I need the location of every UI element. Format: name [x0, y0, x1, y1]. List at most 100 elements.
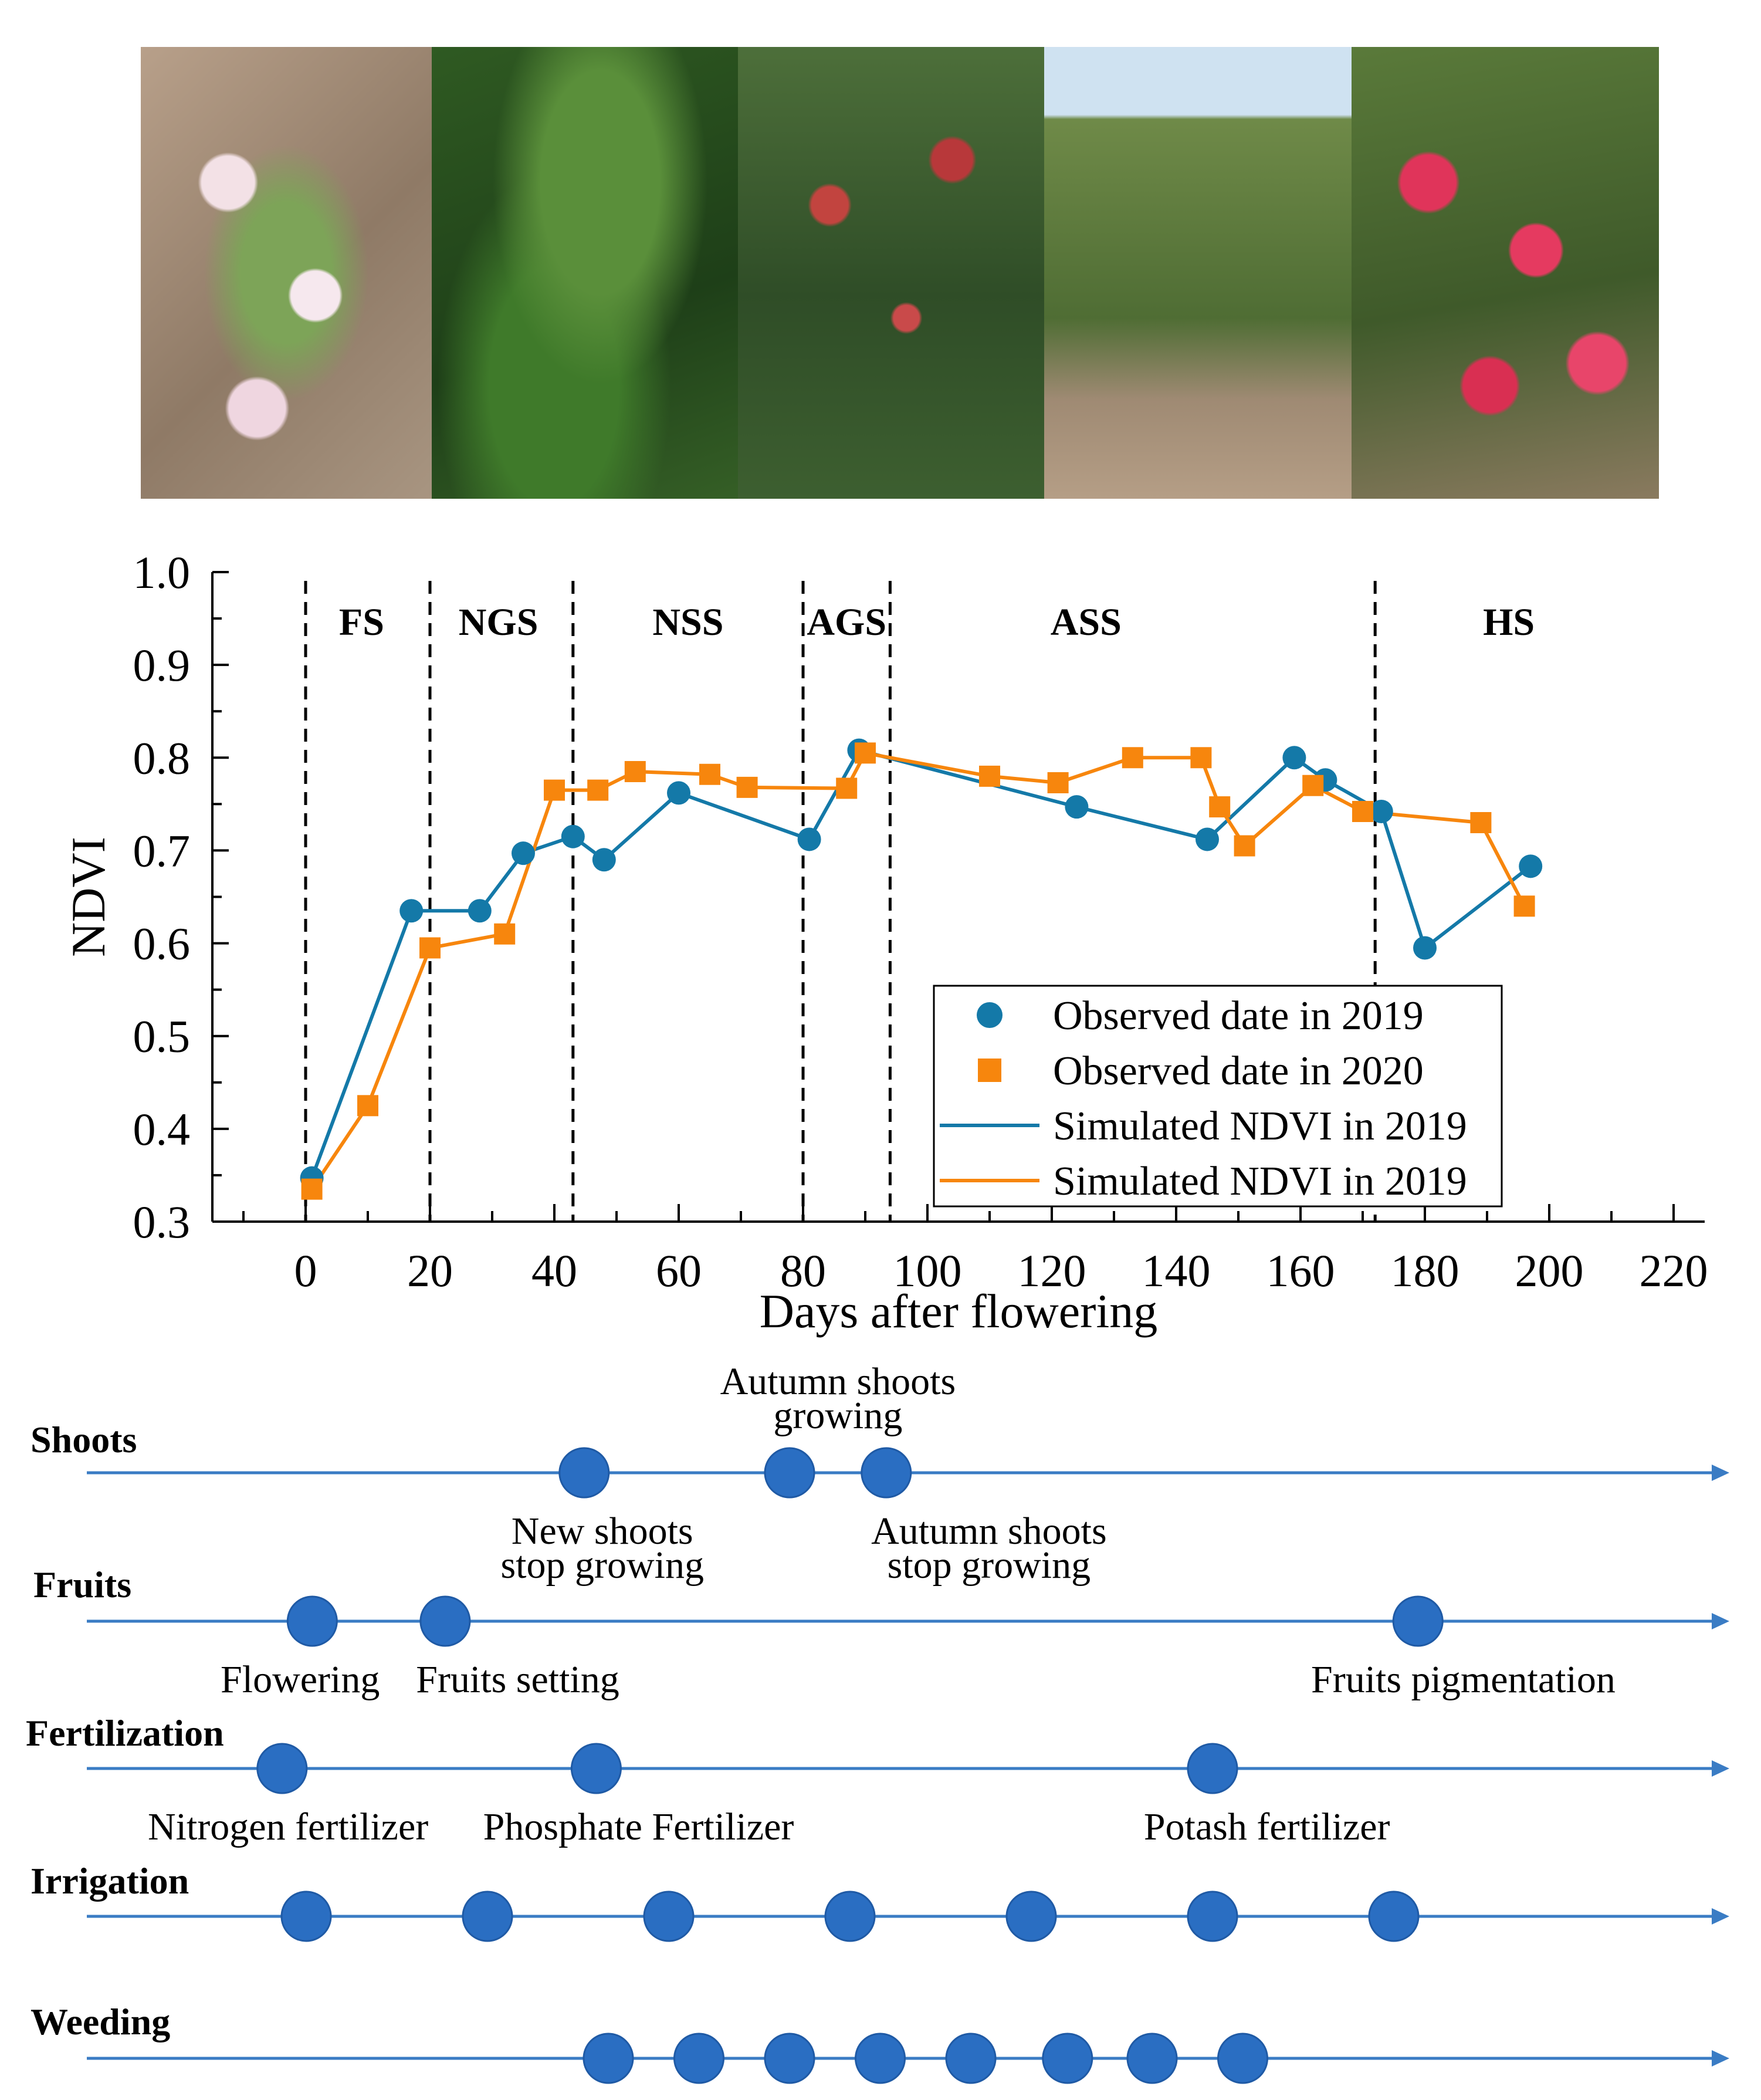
timeline-annotation: Phosphate Fertilizer: [483, 1805, 794, 1848]
data-point-2020: [419, 937, 441, 959]
series-line: [310, 748, 1532, 1179]
timeline-annotation: stop growing: [500, 1544, 704, 1587]
data-point-2020: [699, 763, 720, 785]
timeline-event-dot: [1126, 2033, 1178, 2084]
data-point-2019: [1065, 795, 1089, 819]
x-tick-label: 220: [1640, 1245, 1708, 1296]
timeline-event-dot: [280, 1891, 332, 1942]
timeline-row-label: Shoots: [31, 1419, 137, 1460]
timeline-row-label: Fruits: [33, 1564, 131, 1605]
x-tick-label: 160: [1266, 1245, 1335, 1296]
x-axis-label: Days after flowering: [760, 1284, 1158, 1338]
data-point-2020: [1302, 775, 1324, 796]
timeline-annotation: Fruits setting: [416, 1658, 619, 1701]
timeline-arrowhead: [1712, 1908, 1729, 1925]
y-tick-label: 0.4: [133, 1104, 191, 1155]
timeline-annotation: Potash fertilizer: [1144, 1805, 1390, 1848]
timeline-row-label: Irrigation: [31, 1860, 189, 1902]
data-point-2019: [1196, 827, 1219, 851]
data-point-2020: [979, 765, 1000, 787]
timeline-event-dot: [1005, 1891, 1057, 1942]
data-point-2019: [1413, 936, 1437, 960]
timeline-event-dot: [1217, 2033, 1268, 2084]
data-point-2019: [667, 781, 690, 805]
timeline-arrowhead: [1712, 1613, 1729, 1629]
timeline-event-dot: [1392, 1595, 1444, 1647]
timeline-event-dot: [861, 1447, 912, 1499]
legend-marker: [977, 1002, 1003, 1028]
data-point-2020: [544, 779, 565, 801]
timeline-event-dot: [643, 1891, 695, 1942]
timeline-event-dot: [419, 1595, 471, 1647]
legend-box: [933, 985, 1503, 1208]
timeline-arrowhead: [1712, 1465, 1729, 1481]
timeline-event-dot: [855, 2033, 906, 2084]
data-point-2019: [561, 824, 585, 848]
data-point-2019: [468, 899, 492, 923]
data-point-2020: [1234, 835, 1255, 857]
ripe-red-apples-photo: [1352, 47, 1659, 499]
legend-label: Simulated NDVI in 2019: [1053, 1159, 1467, 1204]
timeline-event-dot: [764, 1447, 815, 1499]
data-point-2020: [587, 779, 609, 801]
x-tick-label: 100: [893, 1245, 962, 1296]
data-point-2019: [1282, 746, 1306, 770]
timeline-event-dot: [558, 1447, 610, 1499]
legend-label: Simulated NDVI in 2019: [1053, 1104, 1467, 1149]
timeline-event-dot: [462, 1891, 513, 1942]
bagged-apple-trees-photo: [738, 47, 1044, 499]
x-tick-label: 60: [656, 1245, 702, 1296]
data-point-2020: [736, 776, 758, 798]
data-point-2020: [1190, 747, 1212, 769]
data-point-2020: [1122, 747, 1143, 769]
timeline-event-dot: [764, 2033, 815, 2084]
timeline-arrowhead: [1712, 1760, 1729, 1777]
data-point-2019: [797, 827, 821, 851]
orchard-rows-photo: [1044, 47, 1352, 499]
data-point-2020: [301, 1178, 323, 1200]
data-point-2019: [399, 899, 424, 923]
timeline-annotation: Nitrogen fertilizer: [148, 1805, 428, 1848]
timeline-annotation: Autumn shoots: [871, 1510, 1107, 1553]
data-point-2020: [494, 923, 516, 945]
x-tick-label: 80: [780, 1245, 826, 1296]
timeline-event-dot: [256, 1743, 308, 1794]
timeline-annotation: Flowering: [221, 1658, 380, 1701]
timeline-event-dot: [945, 2033, 997, 2084]
stage-label: HS: [1483, 601, 1535, 644]
ndvi-chart: 0 20 40 60 80 100 120 140 160 180 200 220 0.3 0.4 0.5 0…: [62, 547, 1708, 1338]
x-tick-label: 0: [294, 1245, 317, 1296]
y-tick-label: 0.8: [133, 732, 191, 783]
timeline-event-dot: [673, 2033, 724, 2084]
timeline-event-dot: [1368, 1891, 1420, 1942]
apple-blossom-photo: [141, 47, 432, 499]
timeline-event-dot: [570, 1743, 622, 1794]
data-point-2019: [1369, 800, 1393, 824]
timeline-arrowhead: [1712, 2050, 1729, 2067]
data-point-2020: [1047, 772, 1069, 793]
legend-marker: [978, 1059, 1001, 1082]
timeline-annotation: New shoots: [512, 1510, 693, 1553]
data-point-2020: [357, 1095, 378, 1117]
timeline-event-dot: [1187, 1743, 1238, 1794]
x-tick-label: 140: [1142, 1245, 1211, 1296]
data-point-2019: [512, 841, 535, 865]
timeline-event-dot: [583, 2033, 634, 2084]
legend-label: Observed date in 2019: [1053, 993, 1424, 1039]
timeline-annotation: stop growing: [888, 1544, 1091, 1587]
x-tick-label: 40: [531, 1245, 577, 1296]
data-point-2020: [1352, 801, 1373, 823]
data-point-2020: [855, 742, 876, 764]
y-tick-label: 1.0: [133, 547, 191, 598]
data-point-2020: [1470, 811, 1492, 833]
data-point-2019: [1519, 854, 1543, 878]
y-tick-label: 0.5: [133, 1011, 191, 1062]
x-tick-label: 200: [1515, 1245, 1584, 1296]
stage-label: NGS: [459, 601, 539, 644]
y-tick-label: 0.6: [133, 918, 191, 969]
data-point-2019: [592, 848, 616, 872]
data-point-2020: [1209, 796, 1231, 818]
timeline-event-dot: [824, 1891, 876, 1942]
